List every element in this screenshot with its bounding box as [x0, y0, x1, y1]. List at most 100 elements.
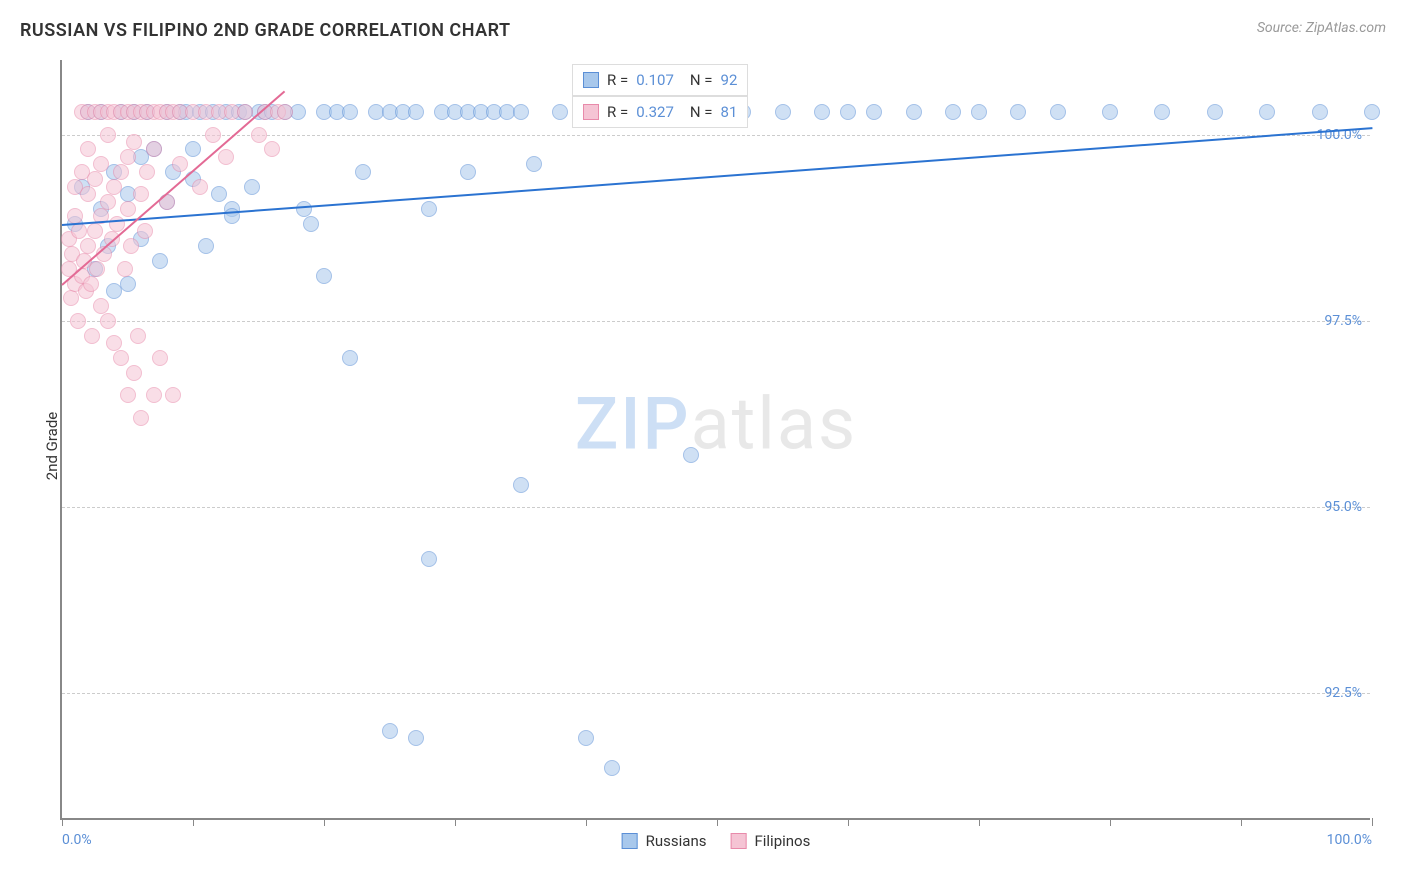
data-point [1207, 104, 1223, 120]
data-point [192, 179, 208, 195]
data-point [460, 164, 476, 180]
data-point [814, 104, 830, 120]
x-tick [455, 818, 456, 826]
x-tick [848, 818, 849, 826]
x-tick [717, 818, 718, 826]
data-point [146, 387, 162, 403]
legend-swatch [730, 833, 746, 849]
data-point [146, 141, 162, 157]
data-point [218, 149, 234, 165]
data-point [113, 350, 129, 366]
data-point [421, 551, 437, 567]
x-tick [1372, 818, 1373, 826]
data-point [198, 238, 214, 254]
data-point [683, 447, 699, 463]
data-point [139, 164, 155, 180]
data-point [126, 365, 142, 381]
x-tick [62, 818, 63, 826]
n-value: 81 [721, 103, 738, 121]
legend-label: Russians [646, 832, 707, 850]
data-point [526, 156, 542, 172]
data-point [513, 477, 529, 493]
data-point [1259, 104, 1275, 120]
data-point [971, 104, 987, 120]
data-point [87, 223, 103, 239]
n-label: N = [690, 103, 713, 121]
data-point [382, 723, 398, 739]
data-point [120, 276, 136, 292]
r-label: R = [607, 103, 628, 121]
legend-swatch [583, 104, 599, 120]
data-point [211, 186, 227, 202]
data-point [120, 201, 136, 217]
data-point [840, 104, 856, 120]
x-tick [1241, 818, 1242, 826]
data-point [1010, 104, 1026, 120]
data-point [133, 410, 149, 426]
legend-label: Filipinos [754, 832, 810, 850]
legend-item: Russians [622, 832, 707, 850]
data-point [316, 268, 332, 284]
y-axis-label: 2nd Grade [43, 412, 61, 480]
data-point [63, 290, 79, 306]
gridline [62, 693, 1370, 694]
data-point [130, 328, 146, 344]
data-point [71, 223, 87, 239]
x-tick [193, 818, 194, 826]
data-point [513, 104, 529, 120]
gridline [62, 321, 1370, 322]
data-point [1312, 104, 1328, 120]
data-point [1364, 104, 1380, 120]
data-point [100, 313, 116, 329]
chart-title: RUSSIAN VS FILIPINO 2ND GRADE CORRELATIO… [20, 20, 511, 41]
data-point [342, 350, 358, 366]
data-point [137, 223, 153, 239]
data-point [84, 328, 100, 344]
data-point [133, 186, 149, 202]
data-point [775, 104, 791, 120]
data-point [866, 104, 882, 120]
legend-item: Filipinos [730, 832, 810, 850]
data-point [152, 253, 168, 269]
data-point [342, 104, 358, 120]
watermark: ZIPatlas [575, 381, 857, 466]
data-point [604, 760, 620, 776]
data-point [100, 127, 116, 143]
data-point [83, 276, 99, 292]
y-tick-label: 92.5% [1324, 685, 1362, 701]
data-point [80, 186, 96, 202]
data-point [80, 238, 96, 254]
data-point [251, 127, 267, 143]
data-point [93, 156, 109, 172]
data-point [87, 171, 103, 187]
data-point [296, 201, 312, 217]
data-point [264, 141, 280, 157]
stats-box: R =0.107N =92 [572, 64, 748, 96]
source-label: Source: ZipAtlas.com [1257, 20, 1386, 36]
data-point [70, 313, 86, 329]
data-point [185, 141, 201, 157]
data-point [205, 127, 221, 143]
data-point [106, 335, 122, 351]
watermark-atlas: atlas [691, 381, 858, 466]
gridline [62, 507, 1370, 508]
n-value: 92 [721, 71, 738, 89]
data-point [126, 134, 142, 150]
data-point [408, 104, 424, 120]
x-tick-label: 0.0% [62, 832, 92, 848]
x-tick [586, 818, 587, 826]
y-tick-label: 97.5% [1324, 313, 1362, 329]
data-point [106, 179, 122, 195]
x-tick [324, 818, 325, 826]
data-point [113, 164, 129, 180]
data-point [123, 238, 139, 254]
data-point [89, 261, 105, 277]
data-point [906, 104, 922, 120]
data-point [945, 104, 961, 120]
data-point [1050, 104, 1066, 120]
r-value: 0.327 [636, 103, 674, 121]
data-point [355, 164, 371, 180]
data-point [120, 387, 136, 403]
x-tick [979, 818, 980, 826]
legend: Russians Filipinos [622, 832, 811, 850]
